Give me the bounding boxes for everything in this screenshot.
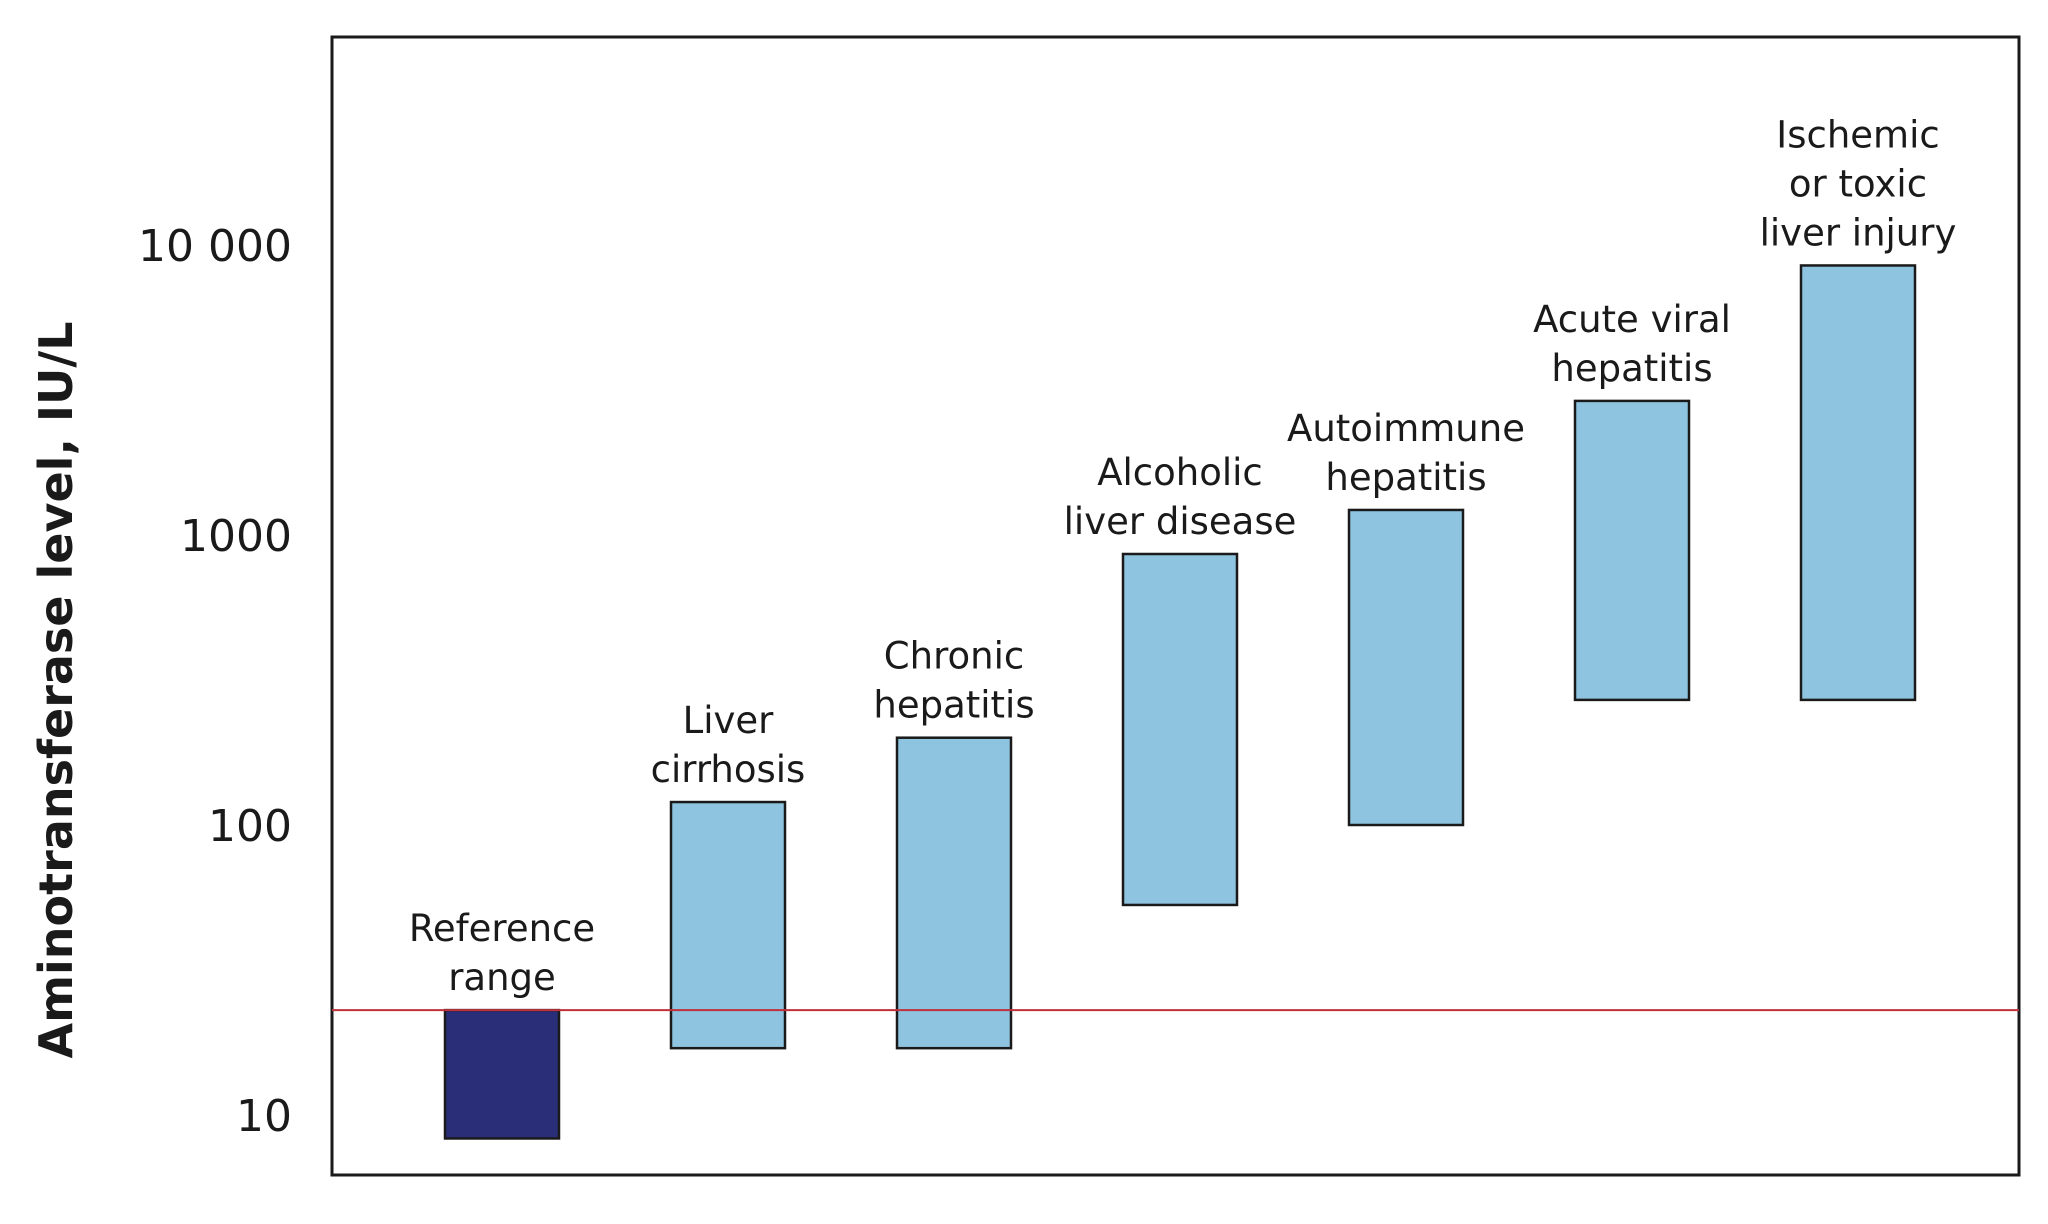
range-bar bbox=[1573, 399, 1691, 702]
bar-label-line: Chronic bbox=[884, 635, 1024, 678]
bar-label-line: range bbox=[448, 956, 556, 999]
range-bar bbox=[1799, 264, 1917, 702]
plot-frame bbox=[330, 35, 2021, 1177]
bar-label-line: liver disease bbox=[1064, 500, 1297, 543]
bar-label-line: Acute viral bbox=[1533, 298, 1731, 341]
bar-label-line: hepatitis bbox=[1325, 456, 1486, 499]
bar-label-line: hepatitis bbox=[1551, 347, 1712, 390]
range-bar bbox=[1121, 552, 1239, 907]
y-tick-label: 10 000 bbox=[138, 221, 292, 272]
y-tick-label: 10 bbox=[236, 1091, 292, 1142]
range-bar bbox=[669, 800, 787, 1050]
bar-label-line: hepatitis bbox=[873, 684, 1034, 727]
range-bar bbox=[443, 1008, 561, 1140]
bar-label-line: Liver bbox=[683, 699, 775, 742]
bar-label-line: Ischemic bbox=[1776, 113, 1939, 156]
y-axis-ticks: 10 100 1000 10 000 bbox=[138, 221, 292, 1142]
y-tick-label: 100 bbox=[208, 801, 292, 852]
bar-labels: Reference range Liver cirrhosis Chronic hepat… bbox=[409, 113, 1957, 999]
y-axis-title: Aminotransferase level, IU/L bbox=[29, 321, 83, 1058]
bar-label-line: Alcoholic bbox=[1097, 451, 1263, 494]
bar-label-line: Autoimmune bbox=[1287, 407, 1525, 450]
y-tick-label: 1000 bbox=[180, 511, 292, 562]
bar-label-line: Reference bbox=[409, 907, 595, 950]
bar-label-line: liver injury bbox=[1760, 211, 1957, 254]
bar-label-line: or toxic bbox=[1789, 162, 1927, 205]
bar-label-line: cirrhosis bbox=[651, 748, 806, 791]
bars bbox=[443, 264, 1917, 1140]
range-bar bbox=[895, 736, 1013, 1050]
range-bar bbox=[1347, 508, 1465, 827]
